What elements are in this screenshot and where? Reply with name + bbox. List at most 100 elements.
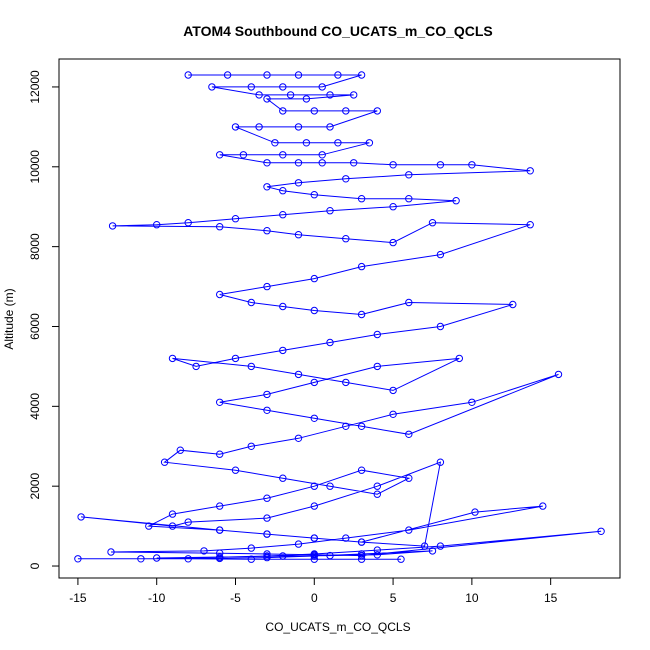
data-point [216,223,224,231]
data-point [468,398,476,406]
data-point [231,466,240,474]
data-point [231,215,240,223]
data-point [255,123,263,131]
data-point [389,386,397,395]
data-point [247,298,256,307]
data-point [373,330,381,339]
data-point [554,370,563,379]
x-axis: -15 -10 -5 0 5 10 15 [69,577,558,605]
data-point [357,555,366,563]
data-point [153,554,161,562]
data-point [310,552,318,560]
data-point [597,527,605,535]
data-point [263,282,271,291]
chart-title: ATOM4 Southbound CO_UCATS_m_CO_QCLS [183,23,493,39]
data-point [107,548,115,556]
data-point [436,458,445,466]
data-point [405,171,413,179]
data-point [526,221,534,229]
data-point [271,139,279,147]
data-point [160,458,169,466]
data-point [294,370,303,379]
x-tick-label: 0 [311,591,318,605]
data-point [405,298,413,307]
data-point [279,474,287,482]
data-point [263,406,271,414]
data-point [326,91,334,99]
data-point [436,322,445,331]
data-point [168,510,177,518]
data-point [405,430,413,438]
data-point [108,222,117,230]
data-point [255,91,263,99]
data-point [263,553,271,562]
data-point [294,231,303,239]
data-point [373,551,381,559]
data-point [452,197,460,205]
data-point [208,83,216,91]
data-point [342,422,350,430]
data-point [263,71,271,79]
y-tick-label: 6000 [28,313,42,340]
data-point [263,530,271,538]
data-point [247,362,256,371]
data-point [176,446,185,454]
data-point [168,522,177,530]
data-point [310,550,318,558]
data-point [334,71,342,79]
data-point [326,207,334,215]
data-point [294,179,303,187]
data-point [247,544,256,552]
data-point [310,555,318,563]
data-point [334,139,342,147]
data-point [318,83,326,91]
data-point [318,159,326,167]
data-layer [74,71,605,563]
data-point [471,508,479,516]
data-point [184,555,192,563]
data-point [357,422,366,430]
data-point [357,71,366,79]
data-point [373,482,381,490]
data-point [357,466,366,474]
data-point [216,502,224,510]
data-point [153,221,161,229]
data-point [279,151,287,159]
data-point [247,442,256,450]
data-point [263,550,271,558]
data-point [526,167,534,175]
data-point [357,262,366,271]
data-point [310,191,318,199]
data-point [184,518,192,526]
y-tick-label: 8000 [28,233,42,260]
data-point [310,482,318,490]
data-point [310,274,318,283]
data-point [420,542,429,550]
data-point [279,187,287,195]
data-point [137,555,145,563]
y-axis-label: Altitude (m) [2,288,16,349]
data-point [318,151,326,159]
data-point [373,107,381,115]
y-tick-label: 4000 [28,393,42,420]
data-point [263,494,271,502]
y-tick-label: 12000 [28,70,42,104]
y-tick-label: 0 [28,562,42,569]
data-point [455,354,463,363]
data-point [77,513,85,521]
x-tick-label: 10 [465,591,479,605]
data-point [365,139,374,147]
series-line [77,74,602,560]
data-point [231,123,240,131]
data-point [279,346,287,355]
data-point [279,302,287,311]
data-point [216,526,224,534]
x-tick-label: -5 [230,591,241,605]
data-point [74,555,82,563]
data-point [373,546,381,554]
plot-area-frame [58,58,621,579]
data-point [436,161,445,169]
data-point [216,290,224,299]
data-point [247,83,256,91]
